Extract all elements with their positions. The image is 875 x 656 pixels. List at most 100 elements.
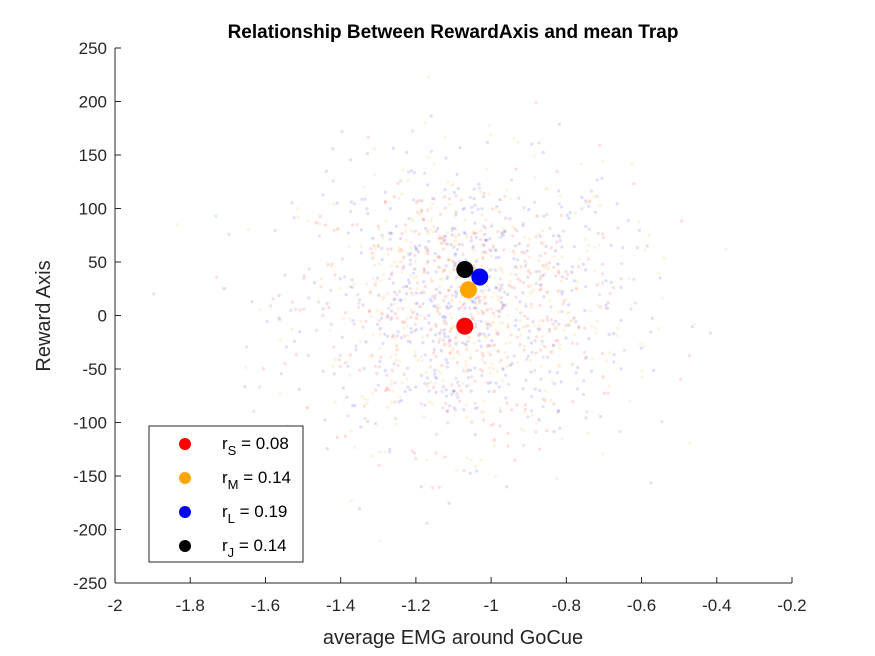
background-point: [283, 361, 287, 366]
background-point: [540, 335, 545, 339]
background-point: [621, 246, 625, 250]
background-point: [425, 248, 429, 252]
background-point: [326, 263, 330, 267]
background-point: [431, 202, 435, 206]
background-point: [600, 262, 605, 266]
background-point: [458, 146, 462, 150]
background-point: [388, 450, 392, 454]
background-point: [394, 358, 399, 362]
background-point: [560, 292, 564, 296]
background-point: [445, 361, 449, 365]
background-point: [458, 276, 462, 280]
background-point: [593, 245, 597, 249]
background-point: [484, 380, 488, 384]
background-point: [363, 397, 367, 401]
background-point: [331, 179, 335, 183]
background-point: [451, 293, 455, 297]
background-point: [292, 216, 296, 220]
background-point: [545, 355, 550, 359]
background-point: [692, 322, 697, 326]
background-point: [355, 223, 359, 227]
background-point: [539, 364, 543, 368]
background-point: [487, 322, 491, 326]
background-point: [489, 224, 494, 228]
background-point: [552, 265, 556, 269]
background-point: [318, 222, 322, 226]
background-point: [551, 349, 555, 353]
background-point: [410, 169, 414, 173]
background-point: [476, 207, 480, 211]
background-point: [474, 302, 478, 307]
background-point: [499, 300, 503, 304]
background-point: [570, 341, 575, 345]
background-point: [445, 409, 449, 413]
background-point: [589, 369, 594, 373]
background-point: [298, 330, 302, 334]
background-point: [428, 365, 432, 369]
background-point: [383, 368, 387, 373]
background-point: [502, 290, 507, 294]
background-point: [429, 364, 433, 368]
background-point: [461, 341, 465, 345]
background-point: [557, 322, 561, 326]
background-point: [515, 266, 519, 270]
background-point: [479, 344, 483, 348]
background-point: [277, 316, 281, 320]
background-point: [606, 301, 610, 305]
background-point: [455, 468, 459, 472]
background-point: [380, 233, 384, 237]
background-point: [423, 226, 428, 231]
background-point: [534, 430, 538, 434]
background-point: [501, 306, 505, 310]
background-point: [537, 418, 541, 422]
background-point: [566, 311, 570, 315]
background-point: [405, 285, 409, 289]
background-point: [521, 281, 526, 285]
background-point: [492, 438, 496, 443]
background-point: [460, 243, 464, 247]
background-point: [584, 199, 588, 203]
background-point: [473, 379, 477, 383]
background-point: [475, 231, 479, 235]
background-point: [359, 244, 364, 248]
background-point: [595, 178, 599, 182]
background-point: [444, 316, 448, 320]
background-point: [410, 229, 414, 233]
background-point: [580, 207, 584, 211]
y-ticks: 250 200 150 100 50 0 -50 -100 -150 -200 -250: [73, 39, 121, 593]
background-point: [439, 236, 443, 240]
background-point: [468, 471, 472, 475]
background-point: [402, 372, 406, 376]
background-point: [556, 339, 560, 343]
background-point: [505, 302, 509, 306]
background-point: [546, 289, 550, 294]
background-point: [461, 252, 465, 256]
background-point: [456, 247, 460, 252]
background-point: [542, 273, 546, 277]
background-point: [368, 291, 372, 295]
background-point: [418, 305, 422, 309]
background-point: [587, 204, 591, 208]
background-point: [539, 348, 543, 352]
background-point: [513, 458, 517, 462]
background-point: [558, 364, 562, 368]
background-point: [426, 381, 430, 385]
x-tick-label: -2: [107, 596, 122, 615]
background-point: [592, 194, 596, 198]
background-point: [517, 328, 521, 332]
background-point: [329, 322, 333, 326]
background-point: [454, 261, 458, 265]
background-point: [215, 275, 219, 279]
background-point: [396, 181, 400, 186]
background-point: [467, 278, 471, 282]
background-point: [442, 234, 447, 238]
background-point: [290, 327, 294, 331]
background-point: [643, 248, 647, 252]
x-tick-label: -0.4: [702, 596, 731, 615]
background-point: [447, 288, 451, 292]
background-point: [508, 217, 512, 221]
background-point: [414, 315, 418, 319]
background-point: [223, 286, 227, 290]
background-point: [400, 232, 404, 236]
background-point: [568, 210, 572, 215]
